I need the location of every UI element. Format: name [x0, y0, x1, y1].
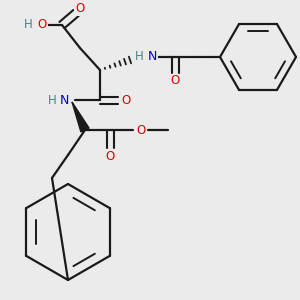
Text: O: O — [75, 2, 85, 16]
Text: O: O — [105, 149, 115, 163]
Text: O: O — [38, 19, 46, 32]
Polygon shape — [72, 102, 89, 132]
Text: O: O — [170, 74, 180, 88]
Text: N: N — [59, 94, 69, 106]
Text: N: N — [147, 50, 157, 64]
Text: H: H — [24, 19, 32, 32]
Text: H: H — [135, 50, 143, 64]
Text: O: O — [136, 124, 146, 136]
Text: H: H — [48, 94, 56, 106]
Text: O: O — [122, 94, 130, 106]
